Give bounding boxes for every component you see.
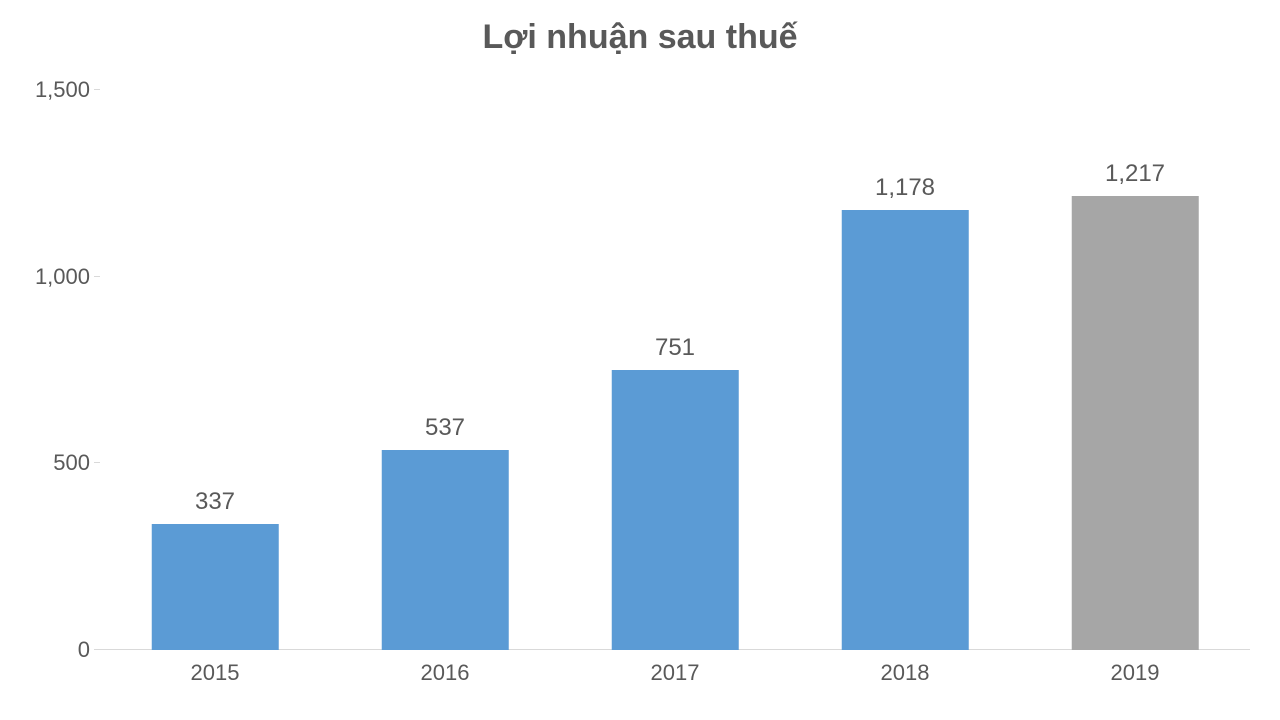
bar: 537: [382, 450, 509, 650]
y-axis-tick-label: 1,000: [35, 264, 90, 290]
y-axis-tick-mark: [94, 649, 100, 650]
bar-slot: 3372015: [100, 90, 330, 650]
bar-value-label: 1,217: [1105, 160, 1165, 188]
plot-area: 3372015537201675120171,17820181,2172019 …: [100, 90, 1250, 650]
bar-value-label: 537: [425, 414, 465, 442]
y-axis-tick-label: 1,500: [35, 77, 90, 103]
y-axis-tick-label: 500: [53, 450, 90, 476]
bar: 337: [152, 524, 279, 650]
y-axis-tick-label: 0: [78, 637, 90, 663]
y-axis-tick-mark: [94, 89, 100, 90]
bar-slot: 7512017: [560, 90, 790, 650]
x-axis-category-label: 2017: [651, 660, 700, 686]
chart-title: Lợi nhuận sau thuế: [0, 18, 1280, 57]
x-axis-category-label: 2015: [191, 660, 240, 686]
bar-value-label: 337: [195, 488, 235, 516]
x-axis-category-label: 2018: [881, 660, 930, 686]
bar-chart: Lợi nhuận sau thuế 337201553720167512017…: [0, 0, 1280, 720]
x-axis-category-label: 2016: [421, 660, 470, 686]
bar-slot: 1,1782018: [790, 90, 1020, 650]
x-axis-category-label: 2019: [1111, 660, 1160, 686]
y-axis-tick-mark: [94, 276, 100, 277]
bar: 1,217: [1072, 196, 1199, 650]
bar: 1,178: [842, 210, 969, 650]
bar-slot: 5372016: [330, 90, 560, 650]
bar-value-label: 1,178: [875, 174, 935, 202]
bar: 751: [612, 370, 739, 650]
y-axis-tick-mark: [94, 462, 100, 463]
bar-slot: 1,2172019: [1020, 90, 1250, 650]
bars-container: 3372015537201675120171,17820181,2172019: [100, 90, 1250, 650]
bar-value-label: 751: [655, 334, 695, 362]
